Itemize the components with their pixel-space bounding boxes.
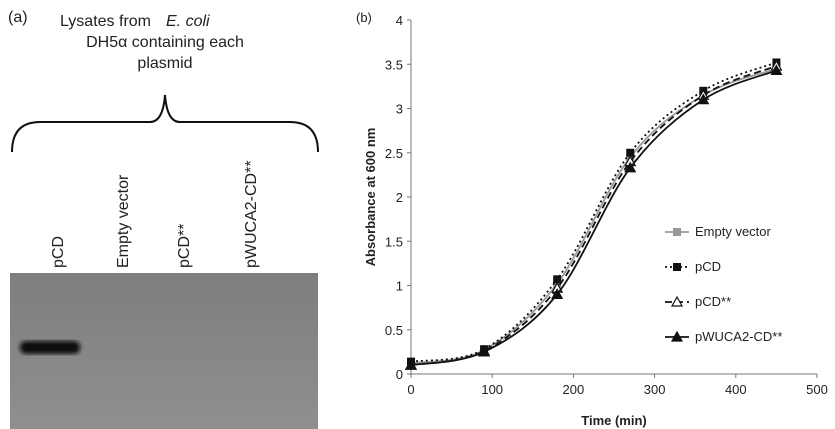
y-tick-label: 1.5 [385, 234, 403, 249]
x-tick-label: 0 [407, 382, 414, 397]
title-prefix: Lysates from [60, 13, 151, 30]
panel-a: (a) Lysates from E. coli DH5α containing… [8, 9, 319, 429]
x-tick-label: 500 [806, 382, 828, 397]
lane-label: pWUCA2-CD** [243, 160, 260, 268]
y-tick-label: 0.5 [385, 323, 403, 338]
x-tick-label: 100 [481, 382, 503, 397]
legend-marker [670, 330, 684, 342]
y-tick-label: 2.5 [385, 146, 403, 161]
marker [553, 275, 562, 284]
marker [770, 64, 783, 76]
title-line: plasmid [137, 55, 192, 72]
marker [478, 345, 491, 357]
x-axis-label: Time (min) [581, 413, 647, 428]
legend-label: pWUCA2-CD** [695, 329, 782, 344]
blot-band [20, 341, 80, 354]
panel-label: (a) [8, 9, 28, 26]
y-axis-label: Absorbance at 600 nm [363, 128, 378, 267]
legend-marker [670, 295, 684, 307]
legend-label: pCD** [695, 294, 731, 309]
legend-label: pCD [695, 259, 721, 274]
brace [11, 94, 319, 153]
marker [624, 161, 637, 173]
marker [626, 148, 635, 157]
x-tick-label: 300 [644, 382, 666, 397]
y-tick-label: 3.5 [385, 57, 403, 72]
panel-label: (b) [356, 10, 372, 25]
title-italic: E. coli [166, 13, 210, 30]
marker [551, 288, 564, 299]
x-tick-label: 200 [563, 382, 585, 397]
marker [404, 358, 418, 370]
series-line [410, 69, 777, 367]
series-line [410, 67, 777, 365]
legend-marker [673, 228, 681, 236]
y-tick-label: 3 [396, 102, 403, 117]
x-tick-label: 400 [725, 382, 747, 397]
title-line: DH5α containing each [86, 34, 244, 51]
y-tick-label: 4 [396, 13, 403, 28]
series-line [410, 65, 777, 367]
y-tick-label: 1 [396, 279, 403, 294]
marker [697, 93, 710, 105]
legend-marker [673, 263, 681, 271]
lane-label: pCD** [176, 224, 193, 268]
y-tick-label: 0 [396, 367, 403, 382]
legend-label: Empty vector [695, 224, 772, 239]
panel-b: (b) 0 0.5 1 1.5 2 2.5 3 3.5 4 0 100 200 300 400 500 Time… [356, 10, 828, 428]
lane-label: Empty vector [115, 174, 132, 268]
series-line [410, 61, 777, 363]
y-tick-label: 2 [396, 190, 403, 205]
lane-label: pCD [50, 236, 67, 268]
